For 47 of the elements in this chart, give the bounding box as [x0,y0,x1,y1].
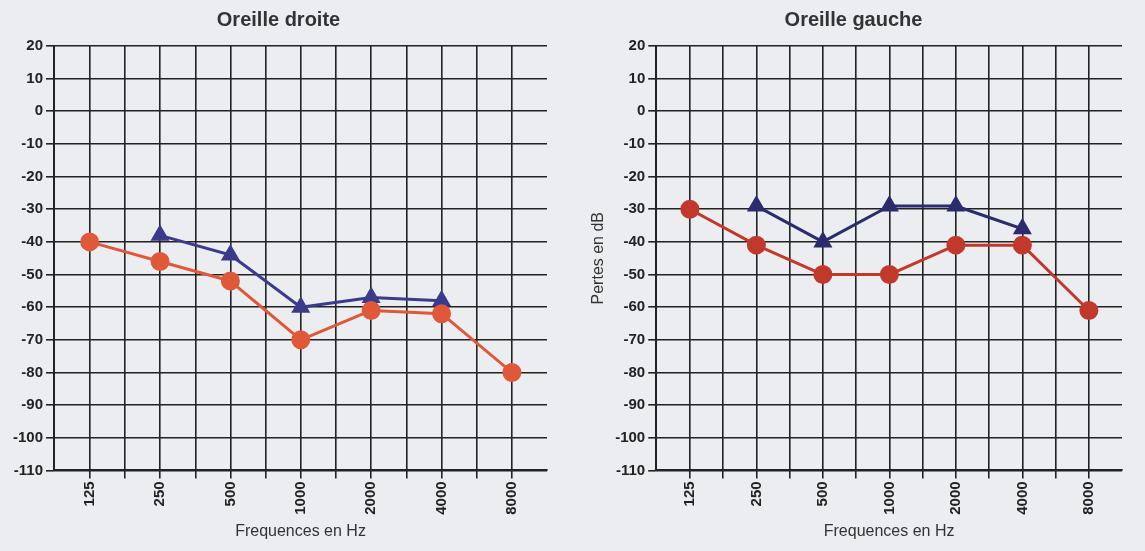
y-tick-label: -50 [21,264,44,282]
y-tick-label: -70 [21,329,44,347]
x-tick-label: 500 [813,481,831,507]
chart-title: Oreille gauche [784,7,923,30]
x-tick-label: 8000 [502,481,520,515]
x-axis-title: Frequences en Hz [823,521,955,539]
x-tick-label: 4000 [431,481,449,515]
y-tick-label: -100 [12,427,44,445]
y-tick-label: -50 [623,264,646,282]
y-tick-label: -10 [623,134,646,152]
y-tick-label: 20 [628,36,646,54]
x-tick-label: 250 [150,481,168,507]
y-tick-label: -90 [623,395,646,413]
y-tick-label: -20 [21,166,44,184]
y-tick-label: -80 [21,362,44,380]
x-tick-label: 4000 [1012,481,1030,515]
y-tick-label: 20 [26,36,44,54]
x-tick-label: 2000 [361,481,379,515]
y-tick-label: -40 [623,232,646,250]
y-tick-label: -110 [13,460,44,478]
y-tick-label: -30 [623,199,646,217]
y-tick-label: -30 [21,199,44,217]
y-tick-label: -40 [21,232,44,250]
x-tick-label: 250 [746,481,764,507]
x-axis-title: Frequences en Hz [235,521,366,539]
y-tick-label: 0 [34,101,44,119]
y-tick-label: -100 [615,427,646,445]
x-tick-label: 500 [220,481,238,507]
y-tick-label: -110 [616,460,646,478]
x-tick-label: 125 [680,481,698,507]
y-tick-label: -10 [21,134,44,152]
x-tick-label: 8000 [1079,481,1097,515]
y-tick-label: 10 [628,68,646,86]
y-tick-label: -20 [623,166,646,184]
y-tick-label: -90 [21,395,44,413]
chart-title: Oreille droite [216,7,341,30]
x-tick-label: 1000 [290,481,308,515]
x-tick-label: 125 [79,481,97,507]
y-tick-label: 10 [26,68,44,86]
y-tick-label: -70 [623,329,646,347]
x-tick-label: 1000 [879,481,897,515]
y-tick-label: 0 [636,101,646,119]
y-axis-title: Pertes en dB [589,211,607,305]
x-tick-label: 2000 [946,481,964,515]
y-tick-label: -80 [623,362,646,380]
y-tick-label: -60 [623,297,646,315]
y-tick-label: -60 [21,297,44,315]
